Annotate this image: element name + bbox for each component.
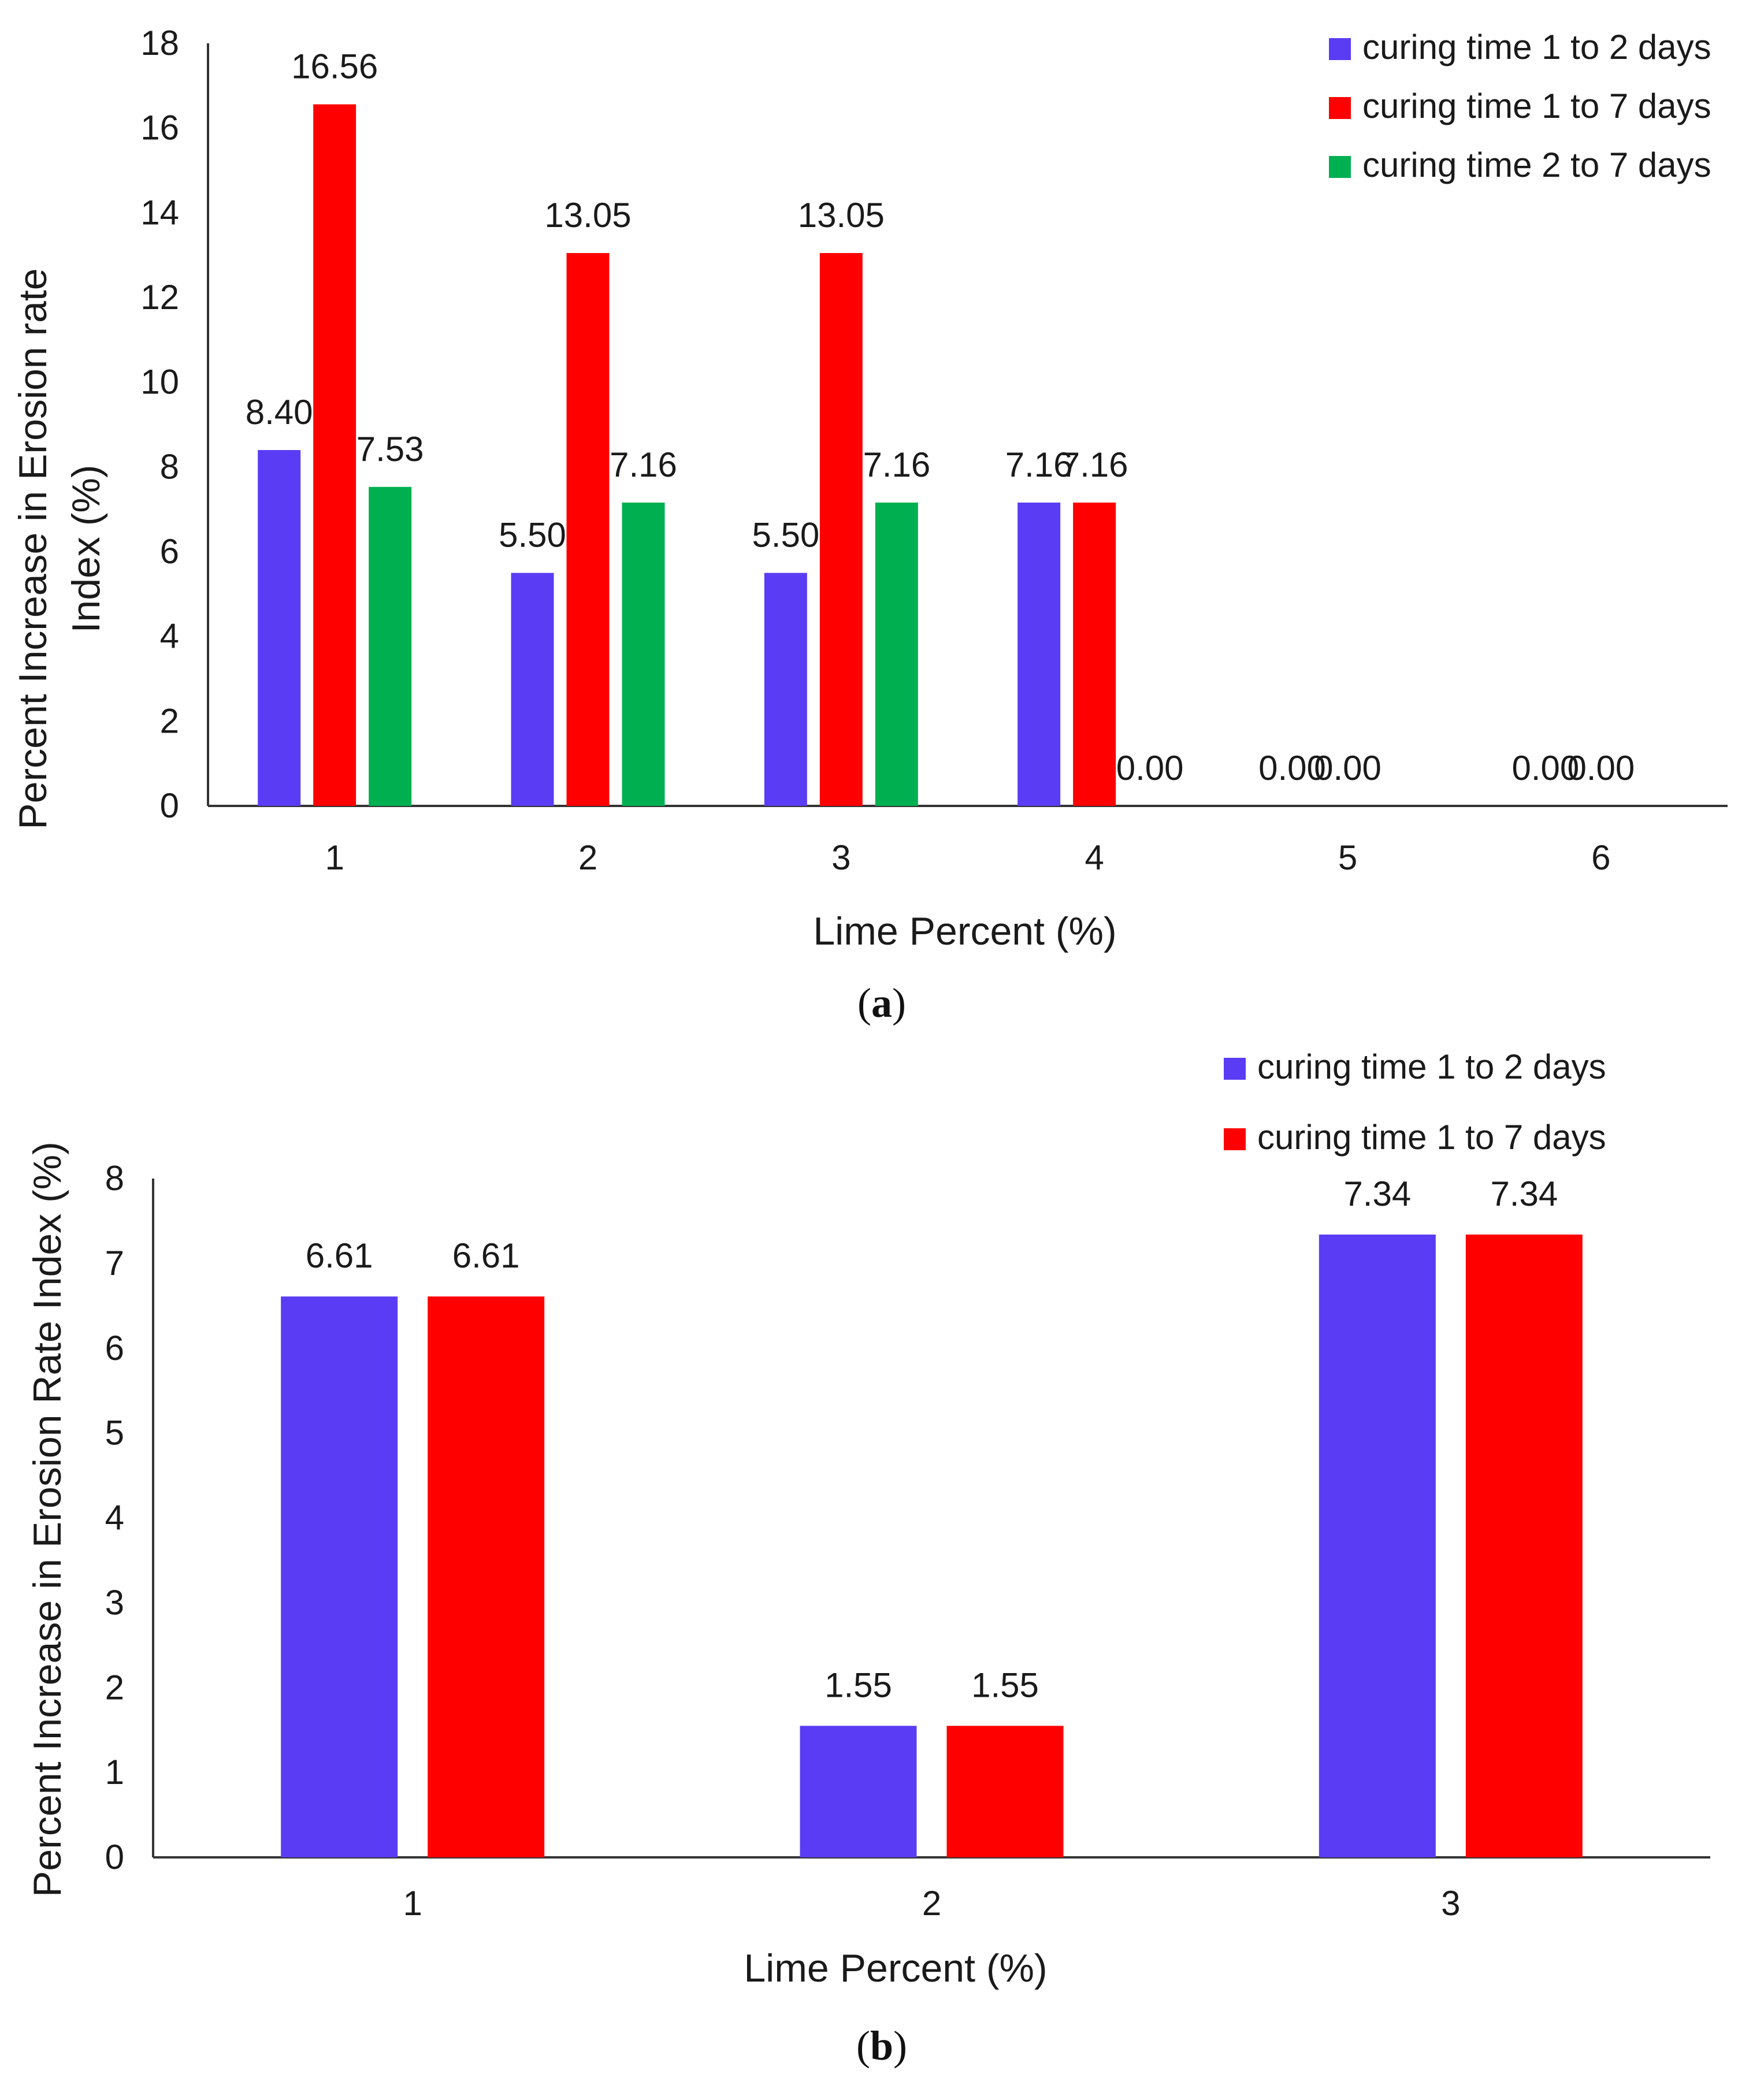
y-tick-label: 0 (105, 1838, 124, 1876)
legend-label: curing time 1 to 2 days (1362, 28, 1711, 66)
x-tick-label: 3 (1441, 1884, 1460, 1923)
legend-label: curing time 1 to 7 days (1362, 87, 1711, 125)
data-label: 0.00 (1567, 749, 1635, 787)
x-tick-label: 2 (578, 838, 597, 877)
y-tick-label: 6 (105, 1329, 124, 1367)
bar (1465, 1234, 1583, 1857)
chart-a: Percent Increase in Erosion rate Index (%… (11, 24, 1728, 953)
x-tick-label: 2 (922, 1884, 941, 1923)
y-tick-label: 4 (105, 1499, 124, 1537)
x-tick-label: 3 (831, 838, 851, 877)
bar (566, 253, 610, 806)
y-tick-label: 8 (105, 1159, 124, 1198)
chart-b: Percent Increase in Erosion Rate Index (… (25, 1047, 1710, 1990)
data-label: 0.00 (1116, 749, 1184, 787)
bar (1017, 502, 1061, 806)
data-label: 7.16 (1005, 445, 1073, 484)
data-label: 0.00 (1512, 749, 1579, 787)
bar (258, 450, 301, 806)
data-label: 7.53 (356, 430, 424, 469)
y-tick-label: 8 (160, 447, 179, 486)
y-tick-label: 1 (105, 1753, 124, 1791)
legend-swatch (1329, 38, 1351, 60)
data-label: 1.55 (825, 1666, 892, 1704)
bar (281, 1296, 398, 1857)
data-label: 6.61 (452, 1236, 520, 1275)
bar (313, 104, 356, 806)
chart-a-y-axis-label: Percent Increase in Erosion rate Index (%… (11, 268, 108, 829)
data-label: 16.56 (291, 47, 378, 86)
x-tick-label: 1 (325, 838, 344, 877)
y-tick-label: 16 (140, 109, 179, 147)
bar (800, 1726, 917, 1857)
y-tick-label: 18 (140, 24, 179, 62)
data-label: 13.05 (798, 196, 885, 235)
x-tick-label: 5 (1338, 838, 1357, 877)
caption-b: (b) (856, 2023, 907, 2069)
bar (369, 486, 412, 806)
data-label: 8.40 (246, 393, 313, 432)
legend-swatch (1329, 156, 1351, 178)
legend-swatch (1329, 97, 1351, 119)
bar (1073, 502, 1116, 806)
data-label: 13.05 (544, 196, 631, 235)
y-tick-label: 5 (105, 1414, 124, 1452)
data-label: 5.50 (752, 516, 819, 555)
chart-b-y-axis-label: Percent Increase in Erosion Rate Index (… (25, 1142, 69, 1897)
bar (428, 1296, 545, 1857)
data-label: 7.16 (1061, 445, 1128, 484)
y-tick-label: 14 (140, 193, 179, 232)
y-tick-label: 12 (140, 278, 179, 317)
y-tick-label: 6 (160, 532, 179, 571)
y-tick-label: 2 (160, 701, 179, 740)
data-label: 0.00 (1258, 749, 1326, 787)
y-tick-label: 2 (105, 1668, 124, 1707)
data-label: 1.55 (971, 1666, 1039, 1704)
bar (875, 502, 918, 806)
x-tick-label: 4 (1085, 838, 1104, 877)
data-label: 7.34 (1343, 1174, 1411, 1213)
bar (819, 253, 863, 806)
legend-swatch (1224, 1058, 1246, 1080)
data-label: 0.00 (1314, 749, 1382, 787)
y-tick-label: 10 (140, 363, 179, 402)
y-tick-label: 4 (160, 617, 179, 656)
data-label: 7.34 (1490, 1174, 1558, 1213)
bar (946, 1726, 1064, 1857)
y-tick-label: 0 (160, 786, 179, 825)
bar (1319, 1234, 1436, 1857)
legend-label: curing time 1 to 7 days (1257, 1118, 1606, 1157)
data-label: 7.16 (610, 445, 677, 484)
legend-label: curing time 2 to 7 days (1362, 146, 1711, 184)
x-tick-label: 6 (1591, 838, 1610, 877)
data-label: 7.16 (863, 445, 930, 484)
legend-label: curing time 1 to 2 days (1257, 1047, 1606, 1086)
chart-b-x-axis-label: Lime Percent (%) (744, 1946, 1047, 1990)
bar (511, 573, 554, 806)
chart-a-x-axis-label: Lime Percent (%) (813, 909, 1116, 953)
legend-swatch (1224, 1128, 1246, 1150)
data-label: 6.61 (306, 1236, 373, 1275)
bar (622, 502, 665, 806)
y-tick-label: 7 (105, 1244, 124, 1283)
data-label: 5.50 (499, 516, 566, 555)
x-tick-label: 1 (403, 1884, 422, 1923)
caption-a: (a) (857, 980, 906, 1026)
bar (764, 573, 807, 806)
y-tick-label: 3 (105, 1583, 124, 1622)
